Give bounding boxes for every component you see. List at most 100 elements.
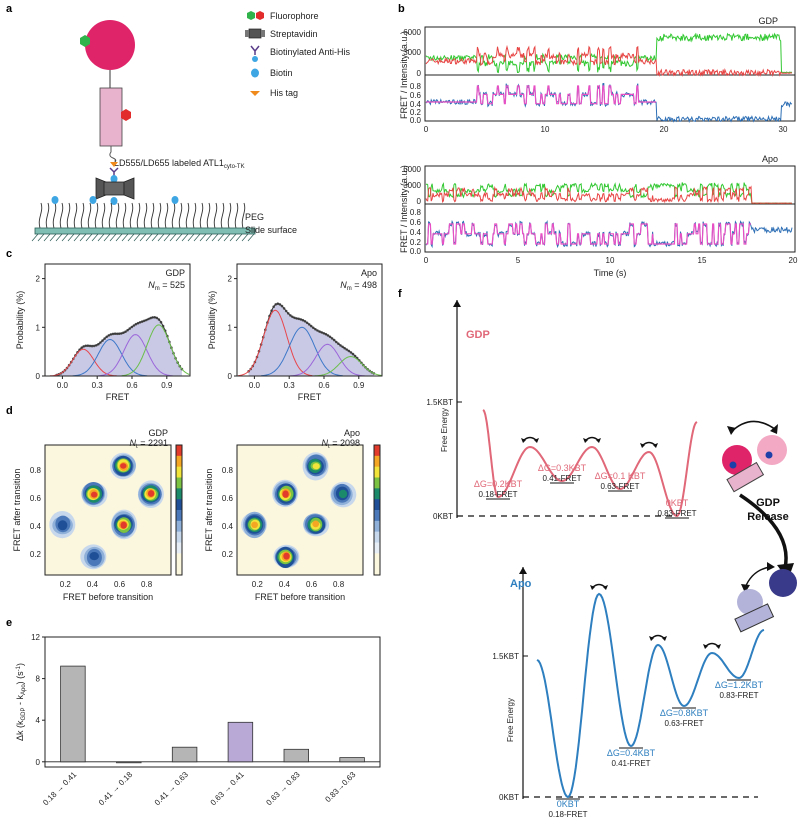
- tdp-peak-6-level-4: [89, 552, 99, 561]
- gdp-dg-label-3: ΔG=0.1 KBT: [595, 471, 646, 481]
- y-tick-label: 0.4: [222, 522, 234, 531]
- apo-fret-tick-0.2: 0.2: [410, 238, 422, 247]
- apo-fret-tick-0.0: 0.0: [410, 247, 422, 256]
- y-tick-label: 1: [228, 323, 233, 332]
- gdp-fret-label-4: 0.83-FRET: [657, 509, 696, 518]
- gdp-fret-tick-0.4: 0.4: [410, 100, 422, 109]
- apo-acceptor-trace: [425, 185, 792, 204]
- panel-d-label: d: [6, 405, 13, 417]
- apo-fret-label-4: 0.83-FRET: [719, 691, 758, 700]
- x-tick-label: 0.6: [306, 580, 318, 589]
- colorbar-step-5: [176, 488, 182, 500]
- gaussian-component-4: [121, 324, 190, 377]
- his-tag-on-protein: [110, 162, 118, 167]
- bar-3: [171, 746, 198, 763]
- x-tick-label: 0.9: [161, 381, 173, 390]
- gdp-y-label: FRET / Intensity (a.u.): [399, 31, 409, 119]
- apo-state-head-open: [737, 589, 763, 615]
- apo-energy-curve: [536, 592, 765, 799]
- gdp-x-tick-30: 30: [779, 125, 788, 134]
- y-tick-label: 0: [36, 372, 41, 381]
- colorbar-step-4: [176, 477, 182, 489]
- panel-f-label: f: [398, 288, 402, 300]
- bar-chart-frame: [44, 636, 381, 768]
- panel-b-label: b: [398, 3, 405, 15]
- x-tick-label: 0.6: [318, 381, 330, 390]
- histogram-n: Nm = 525: [148, 280, 185, 292]
- colorbar-step-10: [176, 542, 182, 554]
- apo-fret-label-1: 0.18-FRET: [548, 810, 587, 819]
- tdp-apo: 0.2 0.2 0.4 0.4 0.6 0.6 0.8 0.8 FRET before tran…: [204, 428, 381, 602]
- gdp-zero-tick-label: 0KBT: [433, 512, 453, 521]
- trace-gdp-fret-frame: [424, 74, 796, 122]
- gdp-fret-tick-0.6: 0.6: [410, 91, 422, 100]
- gaussian-component-1: [238, 309, 313, 377]
- gdp-donor-trace: [425, 32, 793, 74]
- conformation-swap-arrow: [730, 420, 777, 433]
- y-tick-label: 0.8: [222, 466, 234, 475]
- biotin-icon: [251, 68, 259, 78]
- colorbar-step-9: [176, 531, 182, 543]
- his-tag-icon: [250, 91, 260, 96]
- colorbar-step-12: [176, 564, 182, 576]
- apo-barrier-arrowheads-3: [703, 644, 721, 649]
- surface-biotin: [110, 197, 118, 205]
- y-tick-label: 2: [36, 275, 41, 284]
- y-tick-label: 2: [228, 275, 233, 284]
- heatmap-title: GDP: [148, 428, 168, 438]
- surface-label: Slide surface: [245, 225, 297, 235]
- panel-c: c 0.0 0.3 0.6 0.9 0 1 2 FRET Probability (%) GDP N…: [6, 248, 383, 402]
- y-tick-label: 0.6: [222, 494, 234, 503]
- bar-1: [60, 665, 86, 763]
- colorbar-frame: [373, 444, 381, 576]
- colorbar-step-7: [176, 510, 182, 522]
- gaussian-component-2: [72, 338, 148, 377]
- x-tick-label: 0.3: [284, 381, 296, 390]
- x-tick-label: 0.8: [333, 580, 345, 589]
- heatmap-frame: [44, 444, 172, 576]
- colorbar-step-9: [374, 531, 380, 543]
- tdp-peak-2-level-9: [282, 490, 289, 498]
- histogram-gdp: 0.0 0.3 0.6 0.9 0 1 2 FRET Probability (%) GDP Nm …: [15, 263, 191, 402]
- category-label-4: 0.63 → 0.41: [209, 770, 247, 808]
- colorbar-step-2: [374, 455, 380, 467]
- rate-difference-chart: 0.18 → 0.41 0.41 → 0.18 0.41 → 0.63 0.63 → …: [15, 633, 381, 808]
- x-axis-label: FRET before transition: [255, 592, 345, 602]
- protein-head: [85, 20, 135, 70]
- protein-label: LD555/LD655 labeled ATL1cyto-TK: [114, 158, 245, 170]
- apo-fret-label-2: 0.41-FRET: [611, 759, 650, 768]
- apo-donor-trace: [425, 182, 793, 204]
- gdp-release-line1: GDP: [756, 497, 780, 509]
- apo-fret-tick-0.6: 0.6: [410, 218, 422, 227]
- tdp-gdp: 0.2 0.2 0.4 0.4 0.6 0.6 0.8 0.8 FRET before tran…: [12, 428, 183, 602]
- colorbar-step-11: [374, 553, 380, 565]
- y-tick-label: 0.2: [30, 550, 42, 559]
- gdp-barrier-arrowheads-2: [583, 438, 601, 443]
- gdp-state-head-bound: [722, 445, 752, 475]
- panel-e-label: e: [6, 617, 12, 629]
- colorbar-step-12: [374, 564, 380, 576]
- fluorophore-icon: [247, 11, 264, 20]
- tdp-peak-6-level-9: [283, 552, 290, 560]
- gaussian-component-2: [261, 326, 343, 377]
- heatmap-background: [237, 445, 363, 575]
- y-tick-label: 0.6: [30, 494, 42, 503]
- category-label-6: 0.83→0.63: [323, 770, 357, 804]
- histogram-area: [248, 303, 374, 376]
- apo-x-tick-0: 0: [424, 256, 429, 265]
- histogram-sum-fit: [248, 303, 375, 374]
- surface-hatch: [31, 233, 255, 242]
- bar-4: [227, 721, 254, 763]
- gaussian-component-3: [290, 343, 365, 377]
- anti-his-biotin-icon: [252, 56, 258, 62]
- histogram-title: Apo: [361, 268, 377, 278]
- heatmap-n: Nt = 2098: [322, 438, 360, 450]
- colorbar-step-4: [374, 477, 380, 489]
- panel-a: a Fluorophore Streptavidin Biotinylated …: [6, 3, 351, 242]
- x-tick-label: 0.2: [252, 580, 264, 589]
- peg-brush: [38, 202, 246, 229]
- y-axis-label: FRET after transition: [12, 469, 22, 552]
- gdp-x-tick-20: 20: [660, 125, 669, 134]
- apo-x-tick-5: 5: [516, 256, 521, 265]
